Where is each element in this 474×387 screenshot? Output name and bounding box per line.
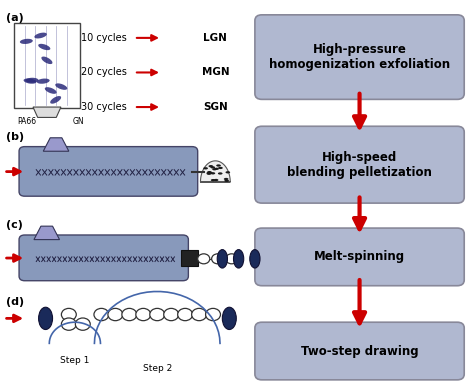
FancyBboxPatch shape	[255, 228, 464, 286]
Ellipse shape	[37, 79, 50, 84]
Circle shape	[211, 254, 224, 264]
Ellipse shape	[214, 179, 219, 181]
Text: PA66: PA66	[18, 117, 36, 126]
Ellipse shape	[226, 171, 230, 173]
Text: SGN: SGN	[203, 102, 228, 112]
Ellipse shape	[207, 173, 211, 175]
Ellipse shape	[55, 83, 67, 90]
Text: Two-step drawing: Two-step drawing	[301, 344, 419, 358]
Circle shape	[226, 254, 237, 264]
Polygon shape	[43, 138, 69, 151]
FancyBboxPatch shape	[255, 126, 464, 203]
Circle shape	[178, 308, 192, 321]
Text: (b): (b)	[6, 132, 24, 142]
Polygon shape	[201, 161, 230, 182]
Circle shape	[108, 308, 123, 321]
Ellipse shape	[216, 164, 221, 167]
FancyBboxPatch shape	[19, 235, 188, 281]
Circle shape	[62, 308, 76, 321]
Ellipse shape	[20, 39, 33, 44]
Ellipse shape	[214, 168, 219, 170]
Text: High-speed
blending pelletization: High-speed blending pelletization	[287, 151, 432, 179]
Text: 30 cycles: 30 cycles	[81, 102, 127, 112]
Text: High-pressure
homogenization exfoliation: High-pressure homogenization exfoliation	[269, 43, 450, 71]
Ellipse shape	[210, 166, 215, 168]
Text: (a): (a)	[6, 13, 24, 23]
FancyBboxPatch shape	[19, 147, 198, 196]
Ellipse shape	[222, 307, 237, 329]
Text: 10 cycles: 10 cycles	[81, 33, 127, 43]
Ellipse shape	[209, 165, 213, 167]
Ellipse shape	[212, 168, 217, 170]
Ellipse shape	[203, 167, 208, 170]
Ellipse shape	[26, 78, 38, 83]
Ellipse shape	[250, 250, 260, 268]
Ellipse shape	[218, 172, 223, 175]
Text: 20 cycles: 20 cycles	[81, 67, 127, 77]
Text: GN: GN	[73, 117, 84, 126]
Ellipse shape	[210, 172, 215, 175]
Circle shape	[94, 308, 109, 321]
Text: LGN: LGN	[203, 33, 228, 43]
Circle shape	[150, 308, 164, 321]
Text: Step 1: Step 1	[60, 356, 90, 365]
Text: MGN: MGN	[201, 67, 229, 77]
Ellipse shape	[218, 167, 223, 169]
Ellipse shape	[224, 178, 228, 180]
Ellipse shape	[24, 79, 36, 84]
Ellipse shape	[41, 57, 53, 64]
Circle shape	[122, 308, 137, 321]
Circle shape	[164, 308, 179, 321]
Ellipse shape	[207, 172, 211, 174]
FancyBboxPatch shape	[14, 23, 80, 108]
Ellipse shape	[211, 179, 216, 181]
FancyBboxPatch shape	[182, 250, 198, 266]
Ellipse shape	[45, 87, 57, 94]
Text: (c): (c)	[6, 220, 23, 230]
Circle shape	[198, 254, 210, 264]
Text: Step 2: Step 2	[143, 364, 172, 373]
Text: Melt-spinning: Melt-spinning	[314, 250, 405, 264]
FancyBboxPatch shape	[255, 322, 464, 380]
Text: (d): (d)	[6, 297, 24, 307]
Circle shape	[191, 308, 207, 321]
Polygon shape	[33, 107, 61, 117]
FancyBboxPatch shape	[255, 15, 464, 99]
Ellipse shape	[224, 180, 229, 182]
Ellipse shape	[208, 172, 213, 174]
Circle shape	[75, 318, 90, 330]
Ellipse shape	[38, 307, 53, 329]
Ellipse shape	[207, 171, 212, 173]
Ellipse shape	[234, 250, 244, 268]
Circle shape	[206, 308, 220, 321]
Circle shape	[62, 318, 76, 330]
Polygon shape	[34, 226, 60, 240]
Ellipse shape	[50, 96, 61, 104]
Ellipse shape	[35, 33, 47, 38]
Ellipse shape	[38, 44, 50, 50]
Circle shape	[136, 308, 151, 321]
Ellipse shape	[217, 250, 228, 268]
